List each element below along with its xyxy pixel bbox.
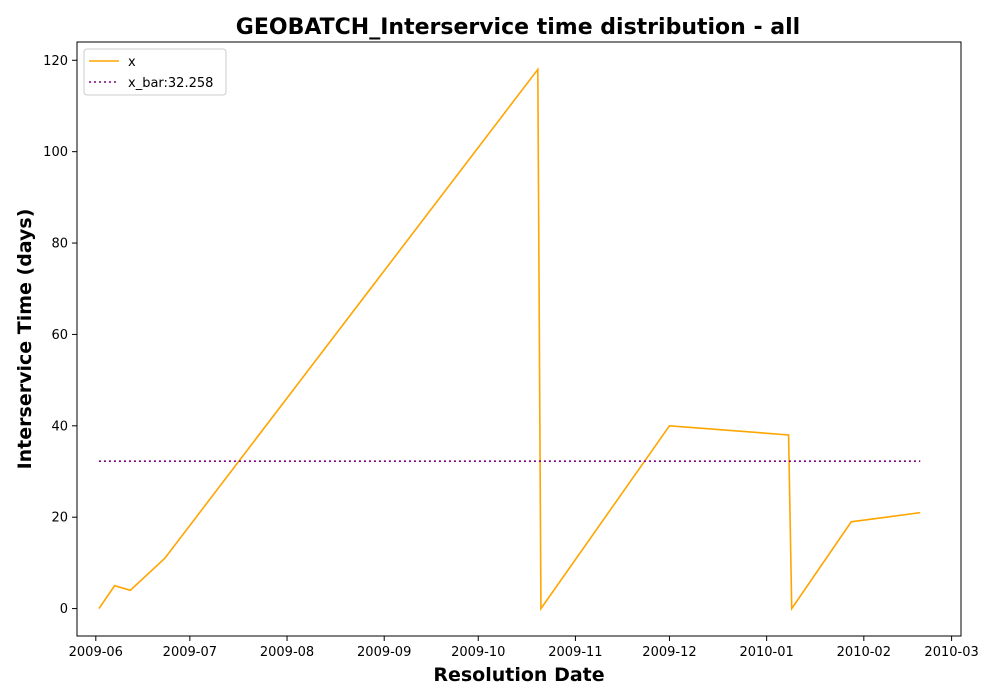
plot-frame <box>76 41 962 637</box>
y-tick-label: 60 <box>51 328 68 343</box>
series-layer <box>98 67 921 612</box>
x-tick-label: 2010-03 <box>924 645 978 660</box>
legend-box <box>83 48 227 96</box>
legend-entry-x: x <box>128 55 136 70</box>
legend-entry-x-bar: x_bar:32.258 <box>128 76 213 91</box>
series-line-x <box>98 67 921 612</box>
x-tick-label: 2009-07 <box>163 645 217 660</box>
y-tick-label: 100 <box>43 145 68 160</box>
y-tick-label: 20 <box>51 511 68 526</box>
x-axis-label: Resolution Date <box>433 664 604 686</box>
x-tick-label: 2009-08 <box>260 645 314 660</box>
x-tick-label: 2009-11 <box>548 645 602 660</box>
y-tick-label: 0 <box>60 602 68 617</box>
x-tick-label: 2009-06 <box>69 645 123 660</box>
x-tick-label: 2009-10 <box>451 645 505 660</box>
y-axis-label: Interservice Time (days) <box>14 209 36 470</box>
y-tick-label: 80 <box>51 237 68 252</box>
x-tick-label: 2009-12 <box>642 645 696 660</box>
x-tick-label: 2009-09 <box>357 645 411 660</box>
x-axis: 2009-06 2009-07 2009-08 2009-09 2009-10 2009-… <box>69 636 979 660</box>
plot-area <box>77 42 961 636</box>
chart-title: GEOBATCH_Interservice time distribution … <box>236 15 800 40</box>
y-axis: 0 20 40 60 80 100 120 <box>43 54 77 617</box>
x-tick-label: 2010-02 <box>837 645 891 660</box>
legend: x x_bar:32.258 <box>83 48 227 96</box>
y-tick-label: 40 <box>51 419 68 434</box>
x-tick-label: 2010-01 <box>739 645 793 660</box>
y-tick-label: 120 <box>43 54 68 69</box>
